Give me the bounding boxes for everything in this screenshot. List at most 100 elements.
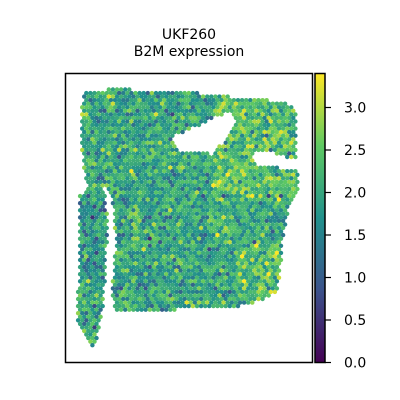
- spot: [221, 300, 226, 305]
- spot: [217, 222, 222, 227]
- spot: [162, 190, 167, 195]
- spot: [174, 282, 179, 287]
- spot: [155, 186, 161, 192]
- spot: [94, 158, 99, 163]
- spot: [264, 211, 269, 216]
- spot: [157, 282, 163, 287]
- spot: [98, 144, 103, 149]
- spot: [135, 264, 140, 270]
- spot: [276, 126, 282, 131]
- spot: [143, 193, 148, 199]
- spot: [131, 101, 136, 106]
- spot: [149, 119, 155, 124]
- spot: [248, 261, 253, 266]
- spot: [184, 208, 189, 213]
- spot: [262, 279, 267, 284]
- spot: [217, 101, 222, 106]
- spot: [96, 190, 101, 195]
- spot: [88, 240, 93, 245]
- spot: [166, 169, 171, 174]
- spot: [200, 201, 206, 206]
- spot: [244, 197, 249, 202]
- spot: [157, 232, 163, 238]
- spot: [235, 112, 241, 117]
- spot: [110, 186, 116, 192]
- spot: [84, 161, 89, 167]
- spot: [180, 208, 185, 213]
- spot: [92, 282, 97, 287]
- spot: [77, 208, 83, 213]
- spot: [137, 90, 142, 96]
- spot: [129, 133, 134, 138]
- spot: [268, 176, 273, 181]
- spot: [82, 250, 87, 256]
- spot: [233, 151, 239, 156]
- spot: [174, 190, 179, 195]
- spot: [178, 247, 183, 252]
- spot: [250, 300, 255, 305]
- spot: [178, 176, 183, 181]
- spot: [231, 218, 237, 224]
- spot: [246, 215, 251, 220]
- spot: [151, 186, 157, 192]
- spot: [270, 243, 275, 248]
- spot: [82, 314, 87, 319]
- spot: [186, 105, 191, 110]
- spot: [133, 161, 138, 167]
- spot: [215, 282, 220, 287]
- spot: [77, 215, 83, 220]
- spot: [147, 222, 152, 227]
- spot: [209, 94, 214, 99]
- spot: [151, 279, 157, 284]
- spot: [162, 254, 167, 259]
- spot: [147, 165, 152, 170]
- spot: [149, 303, 155, 309]
- spot: [133, 90, 138, 96]
- spot: [162, 154, 167, 160]
- spot: [84, 254, 89, 259]
- spot: [217, 243, 222, 248]
- spot: [231, 154, 237, 160]
- spot: [274, 179, 280, 185]
- spot: [98, 250, 103, 256]
- spot: [162, 147, 167, 153]
- spot: [116, 161, 122, 167]
- spot: [192, 208, 198, 213]
- spot: [131, 257, 136, 263]
- spot: [153, 225, 159, 231]
- spot: [241, 243, 247, 248]
- spot: [282, 208, 288, 213]
- spot: [235, 225, 241, 231]
- spot: [164, 201, 169, 206]
- spot: [129, 247, 134, 252]
- spot: [121, 183, 126, 188]
- spot: [233, 243, 239, 248]
- spot: [168, 137, 173, 142]
- spot: [135, 279, 140, 284]
- spot: [172, 236, 177, 241]
- spot: [174, 204, 179, 209]
- spot: [266, 165, 271, 170]
- spot: [203, 268, 208, 273]
- spot: [250, 215, 255, 220]
- spot: [244, 204, 249, 209]
- spot: [215, 240, 220, 245]
- spot: [153, 105, 159, 110]
- spot: [262, 236, 267, 241]
- spot: [141, 197, 146, 202]
- spot: [200, 272, 206, 277]
- spot: [289, 133, 294, 138]
- spot: [250, 172, 255, 177]
- spot: [147, 229, 152, 234]
- spot: [77, 300, 83, 305]
- spot: [88, 225, 93, 231]
- spot: [88, 176, 93, 181]
- spot: [96, 147, 101, 153]
- spot: [137, 261, 142, 266]
- spot: [184, 101, 189, 106]
- spot: [162, 90, 167, 96]
- spot: [180, 222, 185, 227]
- spot: [285, 140, 290, 145]
- spot: [118, 186, 124, 192]
- spot: [221, 215, 226, 220]
